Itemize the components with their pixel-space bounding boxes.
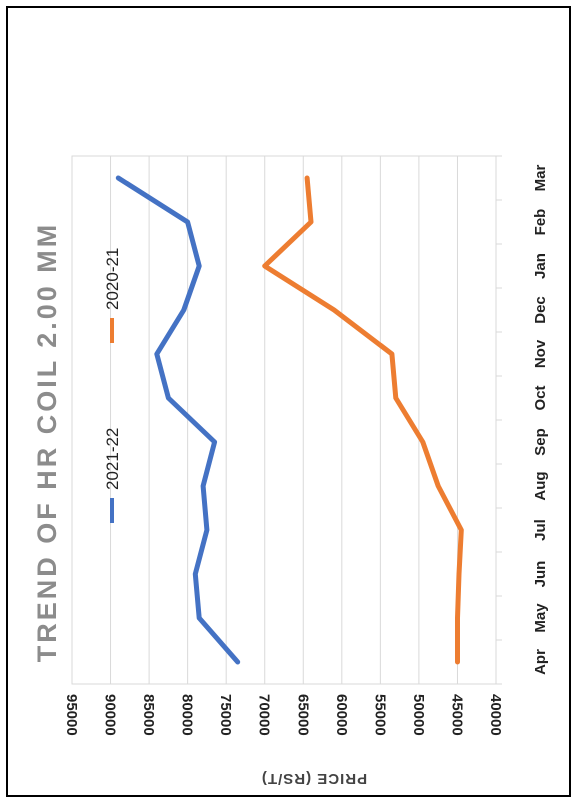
plot-border [71,155,497,685]
category-label: Feb [532,209,549,236]
plot-area [71,155,497,685]
category-label: Apr [532,649,549,675]
series-line-2021-22 [115,175,241,665]
value-tick-label: 75000 [217,694,234,736]
value-tick-label: 40000 [487,694,504,736]
category-label: Jan [532,253,549,279]
value-tick-label: 65000 [294,694,311,736]
category-label: Mar [532,165,549,192]
value-tick-label: 55000 [371,694,388,736]
gridlines [71,155,502,685]
value-tick-label: 95000 [63,694,80,736]
chart-title: TREND OF HR COIL 2.00 MM [32,222,62,663]
value-tick-label: 60000 [333,694,350,736]
value-tick-label: 70000 [256,694,273,736]
category-label: Jul [532,519,549,541]
legend-label: 2021-22 [103,428,122,490]
value-tick-label: 45000 [448,694,465,736]
category-label: Nov [532,339,549,368]
category-label: Aug [532,471,549,500]
category-label: Dec [532,296,549,324]
category-label: Jun [532,561,549,588]
value-tick-label: 50000 [410,694,427,736]
category-tick-labels: Apr May Jun Jul Aug Sep Oct Nov Dec Jan Feb Mar [532,165,549,675]
category-label: Sep [532,428,549,456]
value-tick-label: 90000 [102,694,119,736]
category-label: May [532,603,549,633]
value-tick-label: 85000 [140,694,157,736]
value-axis-title: PRICE (RS/T) [261,770,367,787]
category-label: Oct [532,385,549,410]
series-line-2020-21 [262,175,464,665]
chart: 40000 45000 50000 55000 60000 65000 70000 75000… [32,155,549,787]
legend-label: 2020-21 [103,248,122,310]
legend: 2021-22 2020-21 [103,248,122,523]
value-tick-labels: 40000 45000 50000 55000 60000 65000 70000 75000… [63,694,504,736]
chart-frame: 40000 45000 50000 55000 60000 65000 70000 75000… [6,6,571,797]
value-tick-label: 80000 [179,694,196,736]
series-lines [115,175,464,665]
